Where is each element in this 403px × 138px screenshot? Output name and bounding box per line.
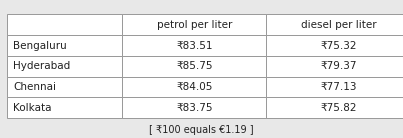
Text: Bengaluru: Bengaluru (13, 41, 67, 51)
Text: ₹75.32: ₹75.32 (320, 41, 357, 51)
Bar (7, 35, 122, 56)
Text: ₹84.05: ₹84.05 (176, 82, 212, 92)
Bar (122, 56, 266, 77)
Text: Kolkata: Kolkata (13, 103, 52, 113)
Text: ₹85.75: ₹85.75 (176, 61, 212, 71)
Bar (122, 14, 266, 35)
Text: ₹77.13: ₹77.13 (320, 82, 357, 92)
Text: ₹83.75: ₹83.75 (176, 103, 212, 113)
Bar (266, 97, 403, 118)
Bar (266, 35, 403, 56)
Bar (266, 56, 403, 77)
Bar (7, 97, 122, 118)
Text: petrol per liter: petrol per liter (156, 20, 232, 30)
Text: ₹75.82: ₹75.82 (320, 103, 357, 113)
Text: ₹83.51: ₹83.51 (176, 41, 212, 51)
Bar (7, 56, 122, 77)
Bar (7, 77, 122, 97)
Bar (266, 14, 403, 35)
Text: diesel per liter: diesel per liter (301, 20, 376, 30)
Bar (122, 77, 266, 97)
Text: ₹79.37: ₹79.37 (320, 61, 357, 71)
Bar (266, 77, 403, 97)
Bar (122, 35, 266, 56)
Text: Chennai: Chennai (13, 82, 56, 92)
Bar (7, 14, 122, 35)
Bar (122, 97, 266, 118)
Text: [ ₹100 equals €1.19 ]: [ ₹100 equals €1.19 ] (149, 125, 254, 135)
Text: Hyderabad: Hyderabad (13, 61, 71, 71)
